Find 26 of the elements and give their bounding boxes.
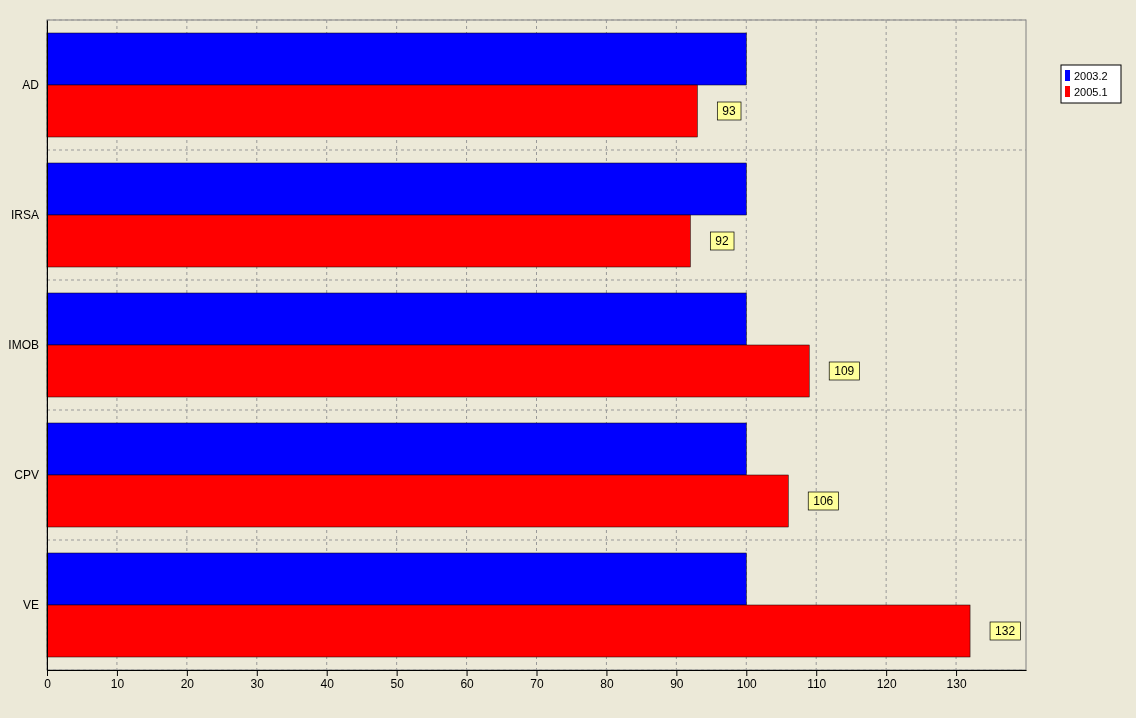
x-tick-label: 100: [736, 676, 758, 691]
data-label: 93: [722, 104, 737, 118]
y-tick-label: IRSA: [10, 207, 39, 222]
x-tick-label: 50: [390, 676, 405, 691]
x-tick-label: 10: [110, 676, 125, 691]
x-tick-label: 0: [44, 676, 52, 691]
x-tick-label: 120: [876, 676, 897, 691]
x-tick-label: 110: [807, 676, 827, 691]
data-label: 132: [995, 624, 1016, 638]
data-label: 106: [813, 494, 834, 508]
y-tick-label: IMOB: [8, 337, 39, 352]
data-label: 109: [834, 364, 855, 378]
x-tick-label: 130: [946, 676, 967, 691]
legend-label: 2003.2: [1074, 70, 1108, 82]
x-tick-label: 30: [250, 676, 265, 691]
x-tick-label: 70: [530, 676, 544, 691]
legend-label: 2005.1: [1074, 86, 1108, 98]
x-tick-label: 80: [600, 676, 614, 691]
x-tick-label: 40: [320, 676, 335, 691]
y-tick-label: VE: [22, 597, 39, 612]
y-tick-label: CPV: [14, 467, 39, 482]
x-tick-label: 60: [460, 676, 475, 691]
x-tick-label: 90: [670, 676, 684, 691]
data-label: 92: [715, 234, 730, 248]
x-tick-label: 20: [180, 676, 195, 691]
y-tick-label: AD: [22, 77, 40, 92]
